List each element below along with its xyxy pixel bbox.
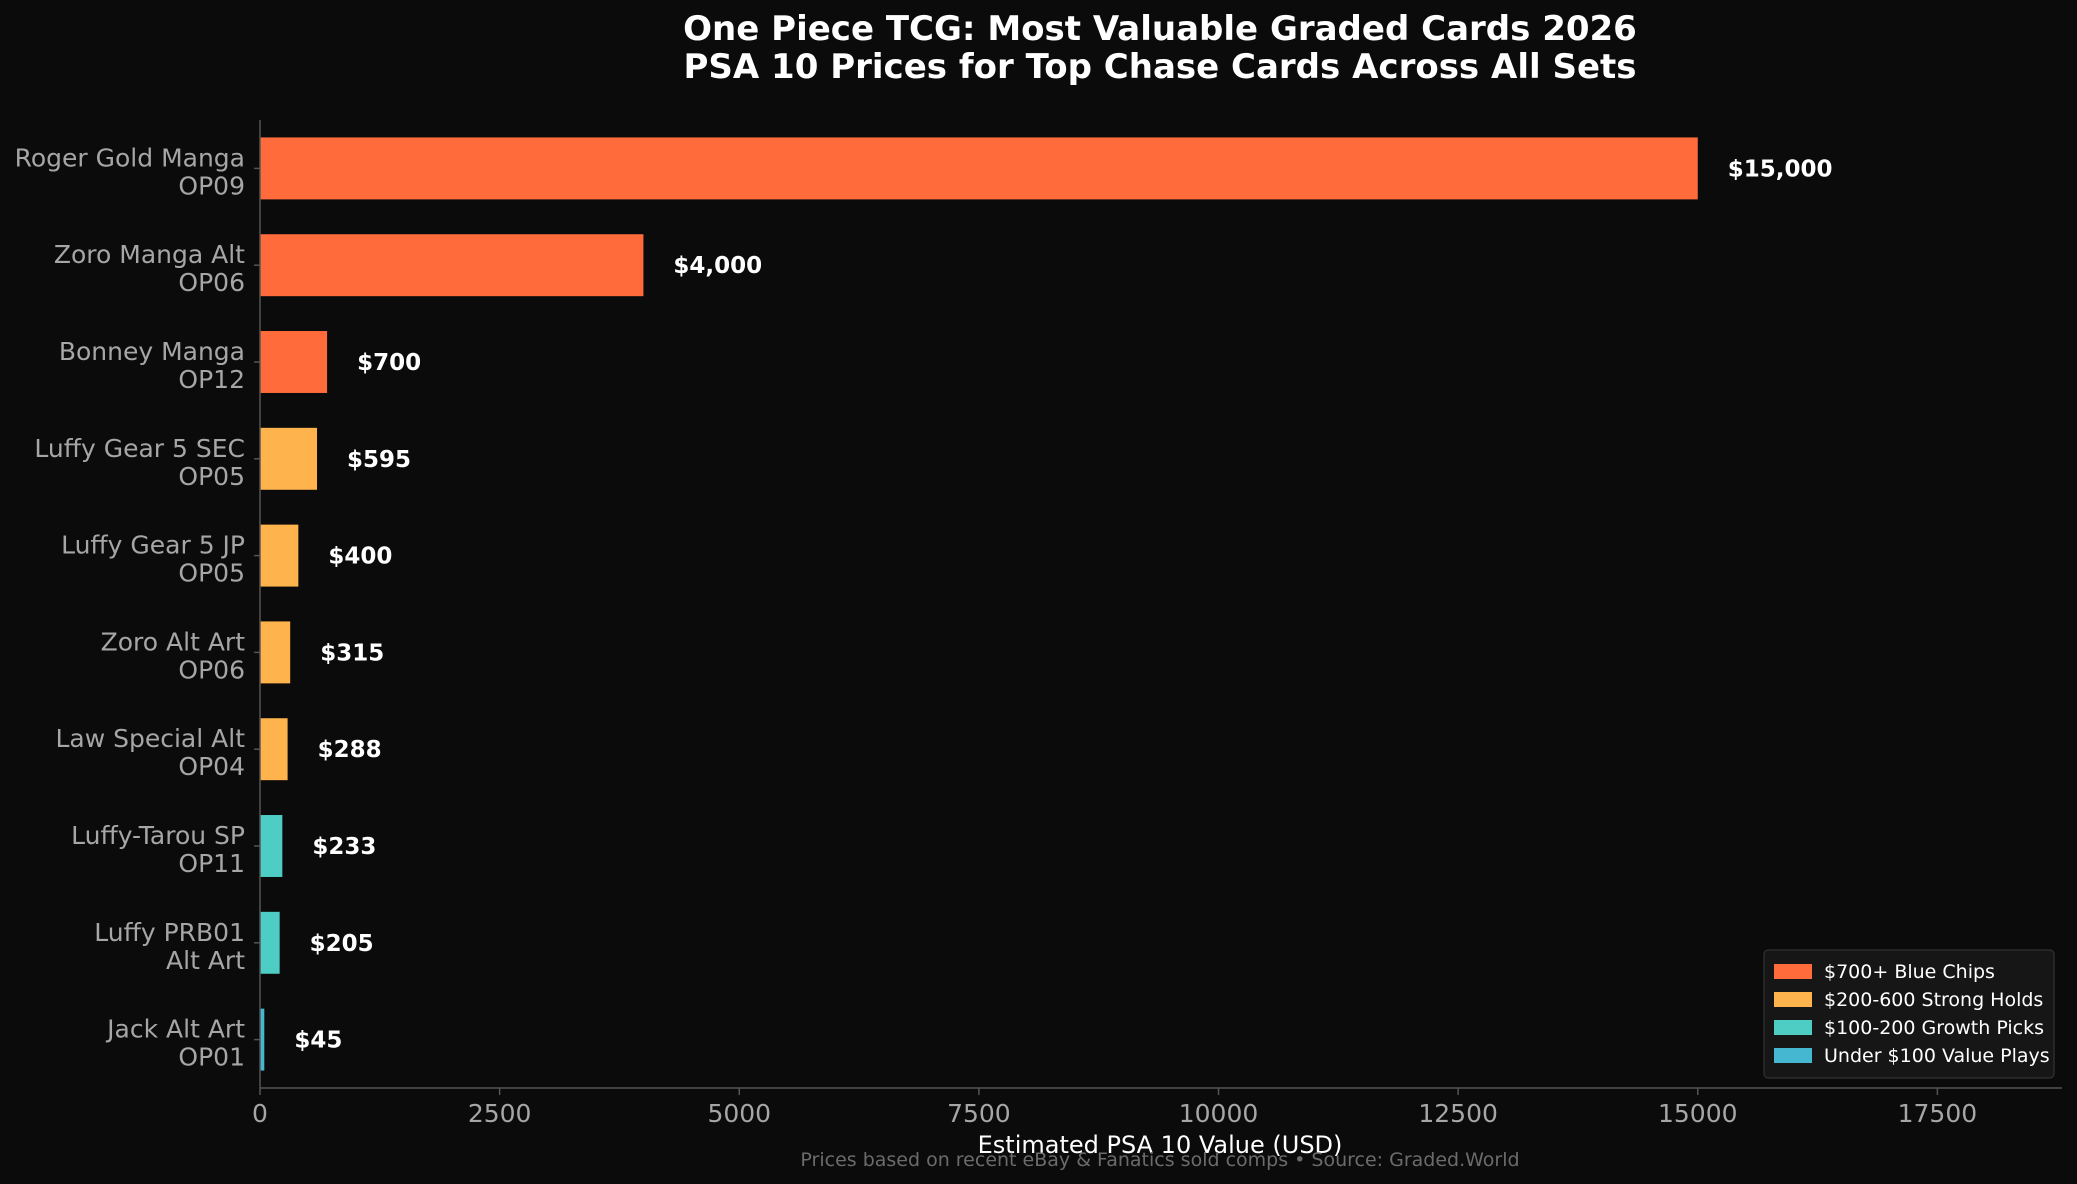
legend-label: $100-200 Growth Picks <box>1824 1017 2044 1039</box>
bar <box>260 1008 265 1071</box>
x-tick-label: 2500 <box>468 1099 532 1128</box>
x-tick-label: 10000 <box>1179 1099 1259 1128</box>
x-tick-label: 12500 <box>1418 1099 1498 1128</box>
bar <box>260 137 1698 200</box>
value-label: $595 <box>347 447 411 473</box>
y-axis: Roger Gold Manga OP09 Zoro Manga Alt OP06 Bo… <box>15 120 261 1088</box>
x-axis-title: Estimated PSA 10 Value (USD) <box>978 1131 1343 1159</box>
value-label: $288 <box>318 737 382 763</box>
bars-group: $15,000 $4,000 $700 $595 $400 $315 $288 $233 $20… <box>260 137 1833 1071</box>
bar <box>260 718 288 781</box>
value-label: $4,000 <box>673 253 762 279</box>
x-axis: 0 2500 5000 7500 10000 12500 15000 17500 <box>252 1087 2062 1128</box>
x-tick-label: 5000 <box>707 1099 771 1128</box>
bar <box>260 234 644 297</box>
x-tick-label: 17500 <box>1898 1099 1978 1128</box>
chart-subtitle: PSA 10 Prices for Top Chase Cards Across… <box>683 47 1636 87</box>
category-label: Zoro Alt Art OP06 <box>101 627 246 684</box>
category-label: Luffy-Tarou SP OP11 <box>71 821 245 878</box>
legend-swatch <box>1774 1048 1812 1063</box>
x-tick-label: 7500 <box>947 1099 1011 1128</box>
value-label: $45 <box>294 1028 342 1054</box>
category-label: Luffy Gear 5 JP OP05 <box>61 531 245 588</box>
x-tick-label: 15000 <box>1658 1099 1738 1128</box>
category-label: Luffy PRB01 Alt Art <box>94 918 245 975</box>
legend: $700+ Blue Chips $200-600 Strong Holds $10… <box>1763 949 2055 1079</box>
legend-label: $200-600 Strong Holds <box>1824 989 2043 1011</box>
category-label: Law Special Alt OP04 <box>55 724 245 781</box>
category-label: Luffy Gear 5 SEC OP05 <box>34 434 245 491</box>
value-label: $233 <box>312 834 376 860</box>
category-label: Bonney Manga OP12 <box>59 337 245 394</box>
bar <box>260 911 280 974</box>
legend-swatch <box>1774 964 1812 979</box>
value-label: $205 <box>310 931 374 957</box>
category-label: Roger Gold Manga OP09 <box>15 143 245 200</box>
footnote: Prices based on recent eBay & Fanatics s… <box>800 1149 1519 1171</box>
value-label: $700 <box>357 350 421 376</box>
legend-label: Under $100 Value Plays <box>1824 1045 2050 1067</box>
category-label: Zoro Manga Alt OP06 <box>54 240 245 297</box>
bar <box>260 621 291 684</box>
chart-title: One Piece TCG: Most Valuable Graded Card… <box>683 9 1637 49</box>
x-tick-label: 0 <box>252 1099 268 1128</box>
bar <box>260 331 328 393</box>
legend-box <box>1763 949 2055 1079</box>
bar <box>260 815 283 877</box>
value-label: $15,000 <box>1728 156 1833 182</box>
bar <box>260 427 318 490</box>
value-label: $315 <box>320 640 384 666</box>
category-label: Jack Alt Art OP01 <box>105 1015 245 1072</box>
legend-swatch <box>1774 992 1812 1007</box>
legend-label: $700+ Blue Chips <box>1824 961 1995 983</box>
bar <box>260 524 299 587</box>
legend-swatch <box>1774 1020 1812 1035</box>
value-label: $400 <box>328 544 392 570</box>
